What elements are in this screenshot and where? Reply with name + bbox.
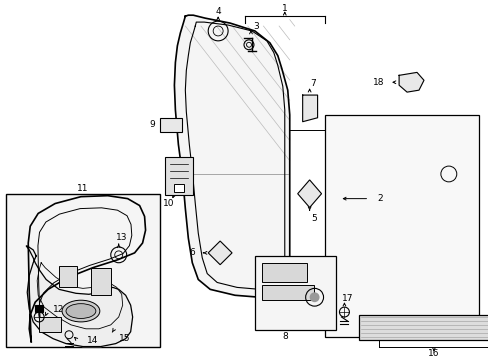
Circle shape — [309, 292, 319, 302]
Text: 7: 7 — [309, 79, 315, 88]
Bar — [160, 118, 182, 131]
Bar — [6, 194, 160, 347]
Text: ─: ─ — [35, 306, 39, 312]
Text: 11: 11 — [77, 184, 88, 193]
Text: 9: 9 — [149, 120, 155, 129]
Text: 2: 2 — [376, 194, 382, 203]
Text: 4: 4 — [215, 7, 221, 16]
Bar — [254, 256, 336, 330]
Text: 13: 13 — [116, 233, 127, 242]
Bar — [165, 157, 193, 195]
Text: 5: 5 — [311, 214, 317, 223]
Bar — [35, 305, 43, 312]
Text: 6: 6 — [189, 248, 195, 257]
Polygon shape — [174, 15, 289, 297]
Text: 12: 12 — [53, 305, 64, 314]
Text: 3: 3 — [253, 22, 258, 31]
Polygon shape — [302, 95, 317, 122]
Bar — [262, 263, 306, 283]
Polygon shape — [26, 246, 132, 347]
Text: 18: 18 — [372, 78, 384, 87]
Bar — [262, 285, 313, 300]
Bar — [59, 266, 77, 287]
Bar — [324, 115, 478, 337]
Polygon shape — [398, 72, 423, 92]
Text: 17: 17 — [341, 294, 352, 303]
Polygon shape — [297, 180, 321, 207]
Ellipse shape — [66, 303, 96, 319]
Text: 14: 14 — [87, 336, 98, 345]
Polygon shape — [208, 241, 232, 265]
Text: 10: 10 — [163, 199, 174, 208]
Bar — [91, 268, 111, 295]
Bar — [359, 315, 488, 339]
Text: 15: 15 — [119, 334, 130, 343]
Text: 8: 8 — [281, 332, 287, 341]
Bar — [39, 317, 61, 332]
Bar — [174, 184, 184, 192]
Text: 16: 16 — [427, 349, 439, 358]
Ellipse shape — [62, 300, 100, 322]
Text: 1: 1 — [281, 4, 287, 13]
